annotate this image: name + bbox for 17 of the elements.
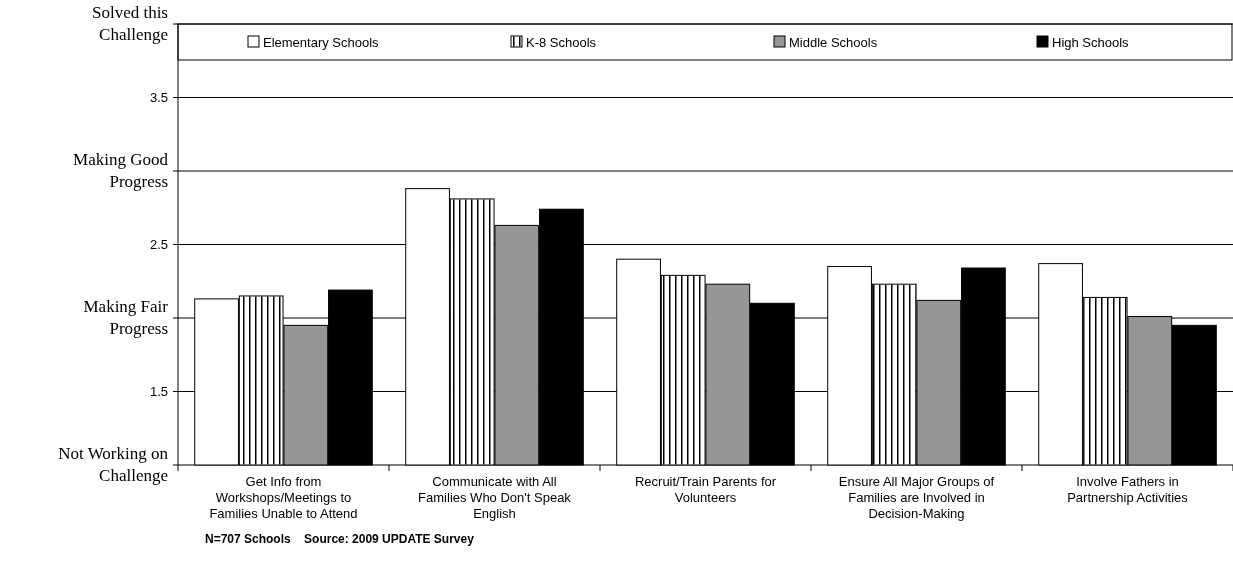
y-tick-label: Solved this Challenge <box>91 3 168 44</box>
y-tick-label: 3.5 <box>149 90 168 105</box>
legend-label: Elementary Schools <box>263 35 380 50</box>
x-tick-label: Get Info from Workshops/Meetings to Families Unable to Attend <box>209 474 358 521</box>
legend-label: High Schools <box>1052 35 1130 50</box>
y-tick-label: Not Working on Challenge <box>58 444 169 485</box>
text: N=707 Schools Source: 2009 UPDATE Survey <box>205 532 475 546</box>
y-tick-label: 1.5 <box>149 384 168 399</box>
y-tick-label: 2.5 <box>149 237 168 252</box>
x-tick-label: Recruit/Train Parents for Volunteers <box>634 474 777 505</box>
y-tick-label: Making Good Progress <box>73 150 169 191</box>
y-tick-label: Making Fair Progress <box>83 297 169 338</box>
x-tick-label: Involve Fathers in Partnership Activities <box>1067 474 1189 505</box>
legend-label: Middle Schools <box>789 35 878 50</box>
legend-label: K-8 Schools <box>526 35 597 50</box>
x-tick-label: Communicate with All Families Who Don't Speak English <box>418 474 572 521</box>
x-tick-label: Ensure All Major Groups of Families are Involved in Decision-Making <box>838 474 995 521</box>
